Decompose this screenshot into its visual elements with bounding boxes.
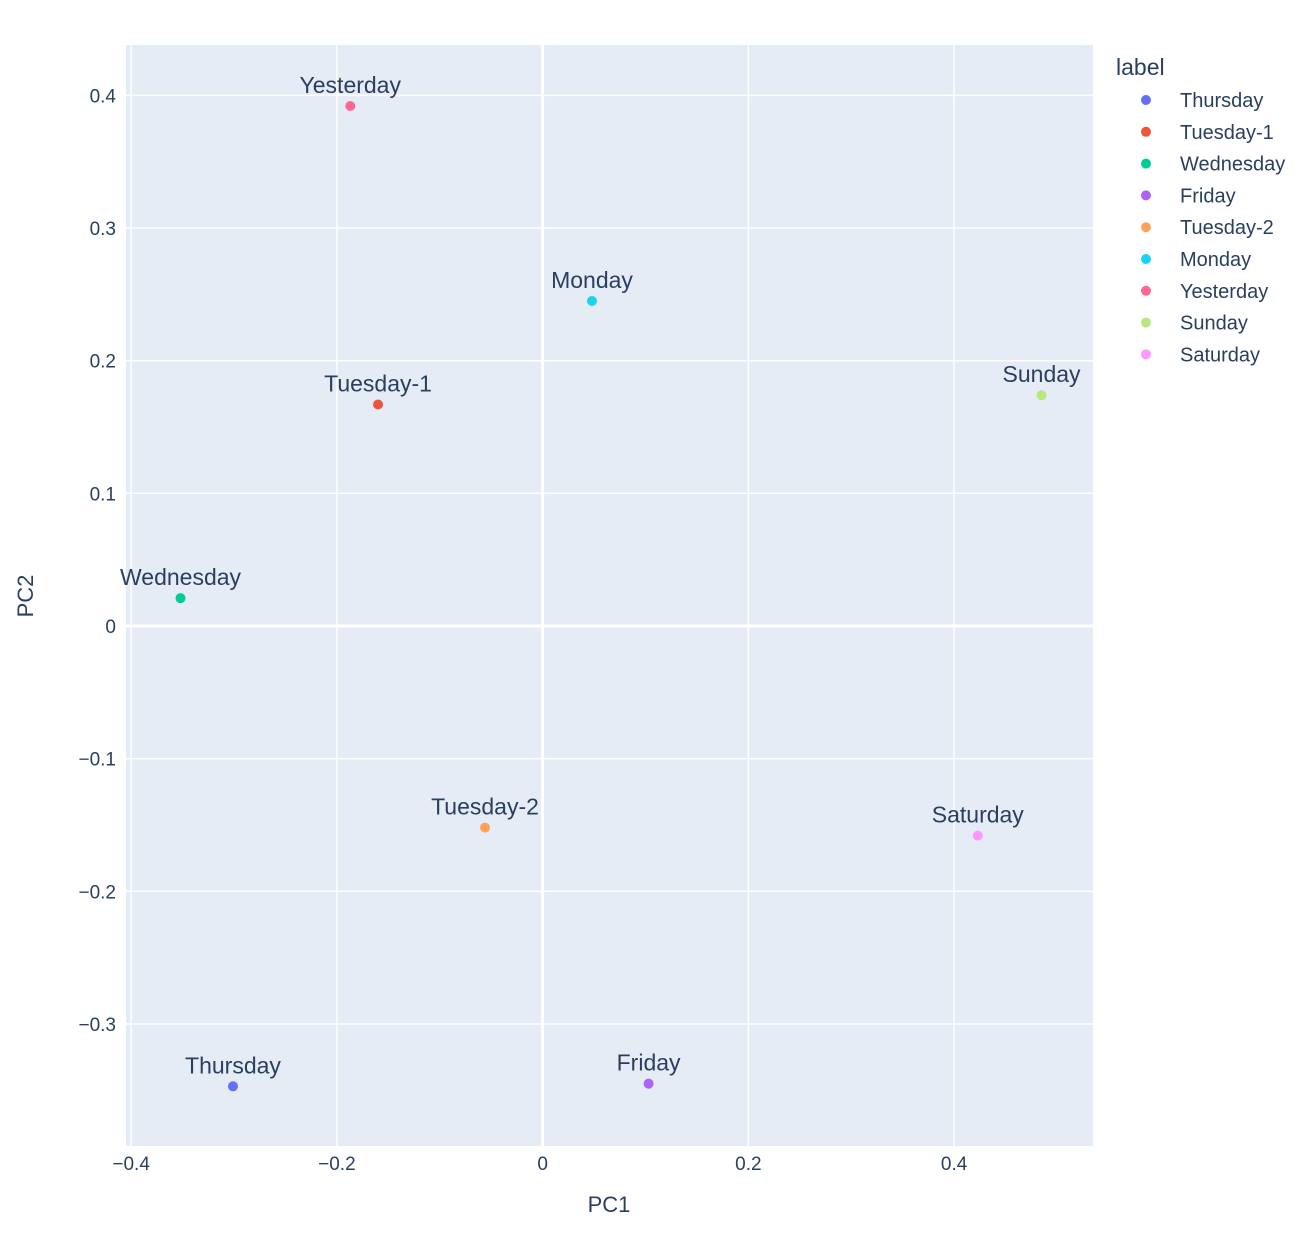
- data-points: [175, 101, 1047, 1092]
- data-label: Tuesday-2: [431, 794, 539, 820]
- legend-label[interactable]: Monday: [1180, 249, 1251, 271]
- data-point[interactable]: [587, 296, 598, 307]
- data-label: Yesterday: [300, 72, 402, 98]
- data-label: Sunday: [1003, 361, 1082, 387]
- data-label: Thursday: [185, 1052, 281, 1078]
- legend-label[interactable]: Saturday: [1180, 344, 1260, 366]
- y-tick-label: −0.2: [78, 882, 116, 903]
- data-point[interactable]: [643, 1078, 654, 1089]
- legend-marker[interactable]: [1141, 349, 1151, 360]
- legend-marker[interactable]: [1141, 285, 1151, 296]
- data-point[interactable]: [345, 101, 356, 112]
- x-tick-label: −0.2: [318, 1154, 356, 1175]
- legend-marker[interactable]: [1141, 126, 1151, 137]
- y-tick-label: 0.1: [90, 484, 116, 505]
- y-axis-title: PC2: [13, 575, 38, 618]
- legend-label[interactable]: Tuesday-2: [1180, 217, 1274, 239]
- data-label: Friday: [617, 1050, 681, 1076]
- data-labels: Thursday Tuesday-1 Wednesday Friday Tuesday-…: [120, 72, 1081, 1078]
- y-tick-label: 0.3: [90, 219, 116, 240]
- legend-label[interactable]: Thursday: [1180, 90, 1263, 112]
- data-label: Monday: [551, 267, 633, 293]
- legend-label[interactable]: Sunday: [1180, 313, 1248, 335]
- data-point[interactable]: [972, 830, 983, 841]
- data-point[interactable]: [373, 399, 384, 410]
- data-label: Saturday: [932, 802, 1025, 828]
- x-axis-title: PC1: [588, 1192, 631, 1217]
- legend-marker[interactable]: [1141, 317, 1151, 328]
- legend-marker[interactable]: [1141, 254, 1151, 264]
- legend-label[interactable]: Wednesday: [1180, 154, 1285, 176]
- x-tick-label: 0.4: [941, 1154, 968, 1175]
- data-point[interactable]: [1036, 390, 1047, 401]
- legend-items: Thursday Tuesday-1 Wednesday Friday Tuesday-…: [1141, 90, 1285, 366]
- legend-title: label: [1116, 54, 1165, 80]
- legend-label[interactable]: Tuesday-1: [1180, 122, 1274, 144]
- legend-label[interactable]: Yesterday: [1180, 281, 1268, 303]
- x-tick-label: −0.4: [112, 1154, 150, 1175]
- grid-lines: [126, 45, 1093, 1146]
- y-tick-label: −0.3: [78, 1015, 116, 1036]
- plot-area: [126, 45, 1093, 1146]
- data-label: Tuesday-1: [324, 370, 432, 396]
- legend-marker[interactable]: [1141, 222, 1151, 233]
- y-tick-label: −0.1: [78, 750, 116, 771]
- legend-label[interactable]: Friday: [1180, 185, 1236, 207]
- x-tick-label: 0.2: [735, 1154, 761, 1175]
- legend: label Thursday Tuesday-1 Wednesday Friday Tu…: [1116, 54, 1285, 366]
- y-tick-label: 0.4: [90, 86, 117, 107]
- tick-labels: −0.4 −0.2 0 0.2 0.4 −0.3 −0.2 −0.1 0 0.1 0.2 0.3 0.4: [78, 86, 967, 1175]
- legend-marker[interactable]: [1141, 95, 1151, 105]
- legend-marker[interactable]: [1141, 158, 1151, 169]
- y-tick-label: 0.2: [90, 352, 116, 373]
- data-point[interactable]: [175, 593, 186, 604]
- y-tick-label: 0: [105, 617, 116, 638]
- data-point[interactable]: [227, 1081, 238, 1092]
- data-label: Wednesday: [120, 564, 242, 590]
- legend-marker[interactable]: [1141, 190, 1151, 201]
- data-point[interactable]: [480, 822, 491, 833]
- x-tick-label: 0: [537, 1154, 548, 1175]
